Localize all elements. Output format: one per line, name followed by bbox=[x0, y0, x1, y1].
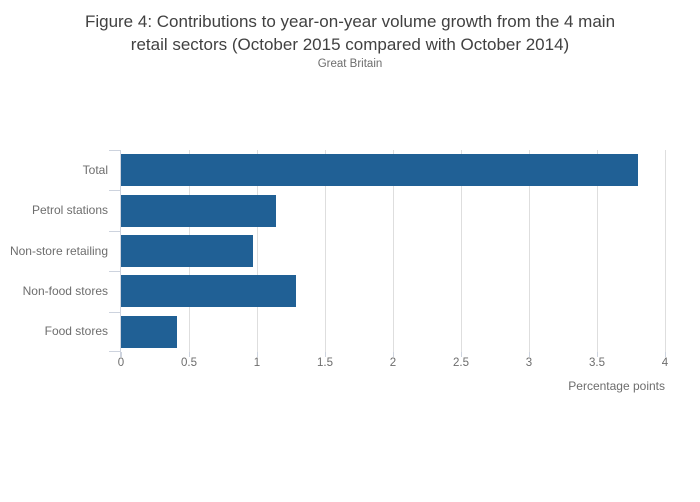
x-tick-label: 3 bbox=[525, 357, 533, 369]
x-axis-title: Percentage points bbox=[568, 379, 665, 393]
bar-non-store-retailing bbox=[121, 235, 253, 267]
y-axis-line bbox=[120, 150, 121, 357]
y-axis-label: Non-food stores bbox=[22, 283, 108, 298]
y-axis-tick bbox=[109, 312, 121, 313]
y-axis-tick bbox=[109, 231, 121, 232]
x-tick-label: 0.5 bbox=[181, 357, 197, 369]
x-tick-label: 4 bbox=[661, 357, 669, 369]
x-tick-label: 3.5 bbox=[589, 357, 605, 369]
x-axis-tick bbox=[596, 352, 598, 357]
y-axis-label: Petrol stations bbox=[31, 203, 108, 218]
x-tick-label: 2.5 bbox=[453, 357, 469, 369]
x-axis-tick bbox=[460, 352, 462, 357]
plot-area: Total Petrol stations Non-store retailing N… bbox=[10, 150, 668, 393]
gridline bbox=[528, 150, 530, 352]
x-axis-tick bbox=[256, 352, 258, 357]
x-axis-tick bbox=[664, 352, 666, 357]
bar-non-food-stores bbox=[121, 275, 297, 308]
bar-total bbox=[121, 154, 638, 187]
y-axis-tick bbox=[109, 150, 121, 151]
chart-title-line-2: retail sectors (October 2015 compared wi… bbox=[130, 35, 570, 54]
x-tick-label: 2 bbox=[389, 357, 397, 369]
bar-petrol-stations bbox=[121, 194, 277, 227]
x-axis-tick bbox=[528, 352, 530, 357]
x-axis-tick bbox=[324, 352, 326, 357]
gridline bbox=[256, 150, 258, 352]
x-tick-label: 0 bbox=[117, 357, 125, 369]
chart-title-line-1: Figure 4: Contributions to year-on-year … bbox=[84, 12, 616, 31]
bar-food-stores bbox=[121, 315, 177, 348]
chart-subtitle: Great Britain bbox=[317, 58, 383, 70]
y-axis-tick bbox=[109, 351, 121, 352]
gridline bbox=[324, 150, 326, 352]
y-axis-label: Total bbox=[82, 162, 108, 177]
y-axis-tick bbox=[109, 190, 121, 191]
y-axis-label: Non-store retailing bbox=[9, 243, 108, 258]
gridline bbox=[596, 150, 598, 352]
gridline bbox=[392, 150, 394, 352]
x-axis-tick bbox=[188, 352, 190, 357]
x-axis-tick bbox=[392, 352, 394, 357]
y-axis-tick bbox=[109, 271, 121, 272]
y-axis-label: Food stores bbox=[44, 324, 108, 339]
x-tick-label: 1 bbox=[253, 357, 261, 369]
x-tick-label: 1.5 bbox=[317, 357, 333, 369]
chart-title: Figure 4: Contributions to year-on-year … bbox=[0, 10, 700, 56]
x-axis-tick bbox=[120, 352, 122, 357]
gridline bbox=[664, 150, 666, 352]
gridline bbox=[460, 150, 462, 352]
